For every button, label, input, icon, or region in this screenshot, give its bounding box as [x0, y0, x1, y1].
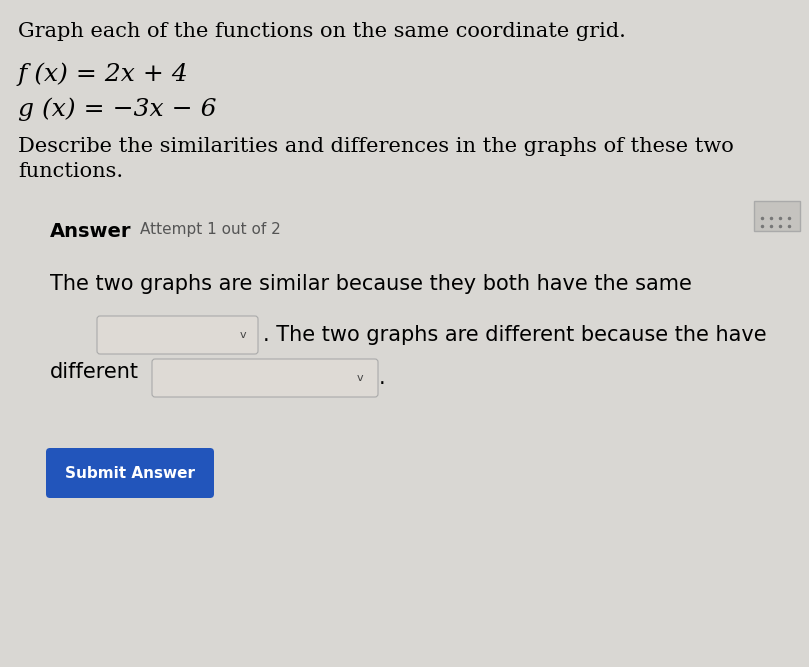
Text: different: different — [50, 362, 139, 382]
FancyBboxPatch shape — [152, 359, 378, 397]
Text: Describe the similarities and differences in the graphs of these two
functions.: Describe the similarities and difference… — [18, 137, 734, 181]
FancyBboxPatch shape — [754, 201, 800, 231]
Text: The two graphs are similar because they both have the same: The two graphs are similar because they … — [50, 274, 692, 294]
Text: Submit Answer: Submit Answer — [65, 466, 195, 480]
Text: Attempt 1 out of 2: Attempt 1 out of 2 — [140, 222, 281, 237]
FancyBboxPatch shape — [46, 448, 214, 498]
Text: f (x) = 2x + 4: f (x) = 2x + 4 — [18, 62, 188, 85]
Text: v: v — [357, 373, 363, 383]
Text: .: . — [379, 368, 386, 388]
FancyBboxPatch shape — [97, 316, 258, 354]
Text: v: v — [239, 330, 246, 340]
Text: Graph each of the functions on the same coordinate grid.: Graph each of the functions on the same … — [18, 22, 626, 41]
Text: Answer: Answer — [50, 222, 132, 241]
Text: . The two graphs are different because the have: . The two graphs are different because t… — [263, 325, 767, 345]
Text: g (x) = −3x − 6: g (x) = −3x − 6 — [18, 97, 217, 121]
